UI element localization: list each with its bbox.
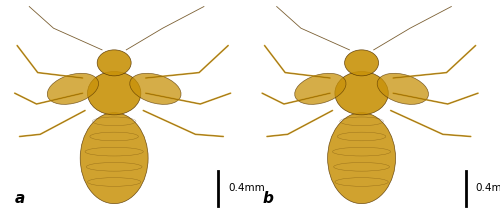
Ellipse shape [88, 72, 141, 115]
Ellipse shape [80, 113, 148, 204]
Ellipse shape [335, 72, 388, 115]
Text: 0.4mm: 0.4mm [476, 183, 500, 193]
Ellipse shape [130, 73, 181, 104]
Ellipse shape [377, 73, 428, 104]
Ellipse shape [48, 73, 98, 104]
Text: a: a [14, 191, 25, 206]
Ellipse shape [344, 50, 378, 76]
Ellipse shape [294, 73, 346, 104]
Ellipse shape [97, 50, 131, 76]
Text: b: b [262, 191, 273, 206]
Text: 0.4mm: 0.4mm [228, 183, 265, 193]
Ellipse shape [328, 113, 396, 204]
